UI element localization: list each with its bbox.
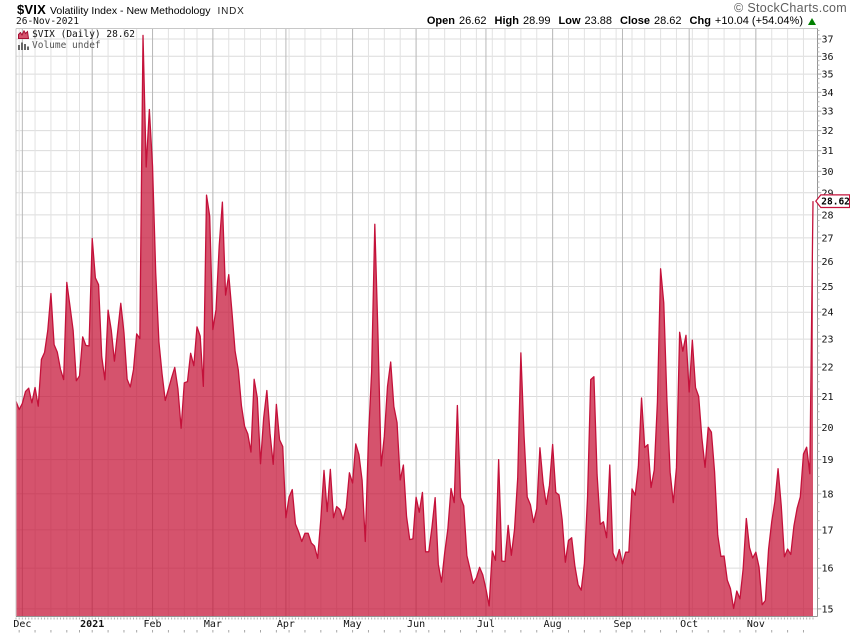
svg-text:24: 24 [822, 308, 834, 319]
last-value-flag: 28.62 [815, 194, 850, 209]
svg-text:Feb: Feb [144, 619, 162, 630]
svg-text:23: 23 [822, 335, 834, 346]
legend-price: $VIX (Daily) 28.62 [18, 29, 135, 40]
low-label: Low [558, 15, 581, 27]
quote-summary: Open 26.62 High 28.99 Low 23.88 Close 28… [427, 15, 816, 27]
high-label: High [494, 15, 519, 27]
svg-text:33: 33 [822, 107, 834, 118]
svg-text:Aug: Aug [544, 619, 562, 630]
chg-value: +10.04 (+54.04%) [714, 15, 803, 27]
price-line [15, 34, 814, 610]
svg-text:31: 31 [822, 146, 834, 157]
svg-text:37: 37 [822, 34, 834, 45]
svg-text:18: 18 [822, 489, 834, 500]
x-axis: Dec 2021 Feb Mar Apr May Jun Jul Aug Sep Oct Nov [13, 617, 814, 633]
low-value: 23.88 [584, 15, 613, 27]
svg-text:32: 32 [822, 126, 834, 137]
svg-text:Apr: Apr [277, 619, 295, 630]
svg-text:Jun: Jun [407, 619, 425, 630]
chart-title: Volatility Index - New Methodology [49, 5, 211, 17]
svg-text:20: 20 [822, 423, 834, 434]
svg-text:15: 15 [822, 604, 834, 615]
chart-date: 26-Nov-2021 [16, 16, 79, 27]
open-label: Open [426, 15, 455, 27]
svg-text:25: 25 [822, 282, 834, 293]
chart-header: $VIX Volatility Index - New Methodology … [17, 2, 245, 17]
svg-text:36: 36 [822, 52, 834, 63]
svg-text:29: 29 [822, 188, 834, 199]
chg-label: Chg [689, 15, 711, 27]
symbol-label: $VIX [17, 2, 46, 17]
legend-volume: Volume undef [18, 40, 101, 51]
svg-text:27: 27 [822, 233, 834, 244]
last-value-label: 28.62 [821, 197, 850, 208]
close-value: 28.62 [654, 15, 682, 27]
plot-border [15, 28, 818, 617]
svg-text:Jul: Jul [477, 619, 495, 630]
up-arrow-icon [808, 17, 816, 25]
exchange-label: INDX [217, 6, 245, 17]
svg-text:30: 30 [822, 167, 834, 178]
svg-text:17: 17 [822, 525, 834, 536]
svg-text:34: 34 [822, 88, 834, 99]
svg-text:Dec: Dec [13, 619, 31, 630]
svg-text:Mar: Mar [204, 619, 222, 630]
svg-text:Oct: Oct [680, 619, 698, 630]
svg-text:19: 19 [822, 455, 834, 466]
high-value: 28.99 [522, 15, 551, 27]
svg-text:22: 22 [822, 363, 834, 374]
open-value: 26.62 [458, 15, 487, 27]
svg-text:35: 35 [822, 70, 834, 81]
legend-volume-label: Volume undef [32, 40, 101, 51]
price-area [16, 35, 813, 617]
y-axis: 15 16 17 18 19 20 21 22 23 24 25 26 27 28 29 30 31 32 33 34… [817, 30, 834, 615]
svg-text:26: 26 [822, 257, 834, 268]
svg-text:Nov: Nov [747, 619, 765, 630]
svg-text:Sep: Sep [613, 619, 631, 630]
svg-text:28: 28 [822, 210, 834, 221]
svg-text:16: 16 [822, 564, 834, 575]
svg-text:2021: 2021 [80, 619, 104, 630]
area-chart-icon [18, 30, 29, 39]
price-series [15, 34, 814, 617]
svg-text:May: May [344, 619, 362, 630]
close-label: Close [620, 15, 650, 27]
copyright-label: © StockCharts.com [734, 1, 847, 15]
legend-price-label: $VIX (Daily) 28.62 [32, 29, 135, 40]
svg-text:21: 21 [822, 392, 834, 403]
volume-bars-icon [18, 42, 29, 50]
